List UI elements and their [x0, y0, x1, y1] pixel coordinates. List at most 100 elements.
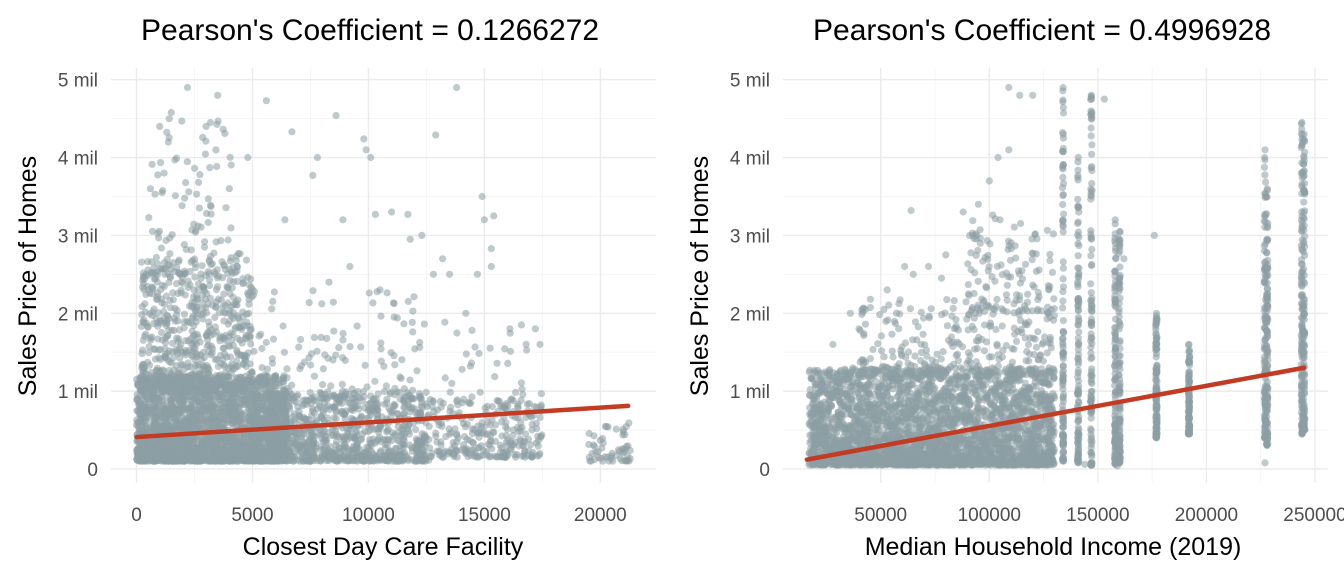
data-point — [191, 273, 199, 281]
data-point — [410, 293, 418, 301]
data-point — [385, 448, 393, 456]
data-point — [188, 392, 196, 401]
data-point — [171, 192, 179, 200]
data-point — [180, 310, 188, 318]
data-point — [357, 343, 365, 351]
data-point — [448, 379, 456, 387]
data-point — [285, 435, 293, 443]
data-point — [409, 328, 417, 336]
data-point — [194, 280, 203, 288]
data-point — [258, 444, 266, 452]
data-point — [377, 312, 385, 320]
data-point — [400, 433, 408, 441]
data-point — [169, 371, 177, 380]
data-point — [309, 405, 317, 413]
data-point — [416, 393, 424, 401]
x-tick-label: 5000 — [231, 505, 273, 526]
data-point — [319, 381, 327, 389]
data-point — [196, 171, 204, 179]
data-point — [478, 192, 486, 201]
data-point — [270, 288, 278, 296]
data-point — [225, 309, 233, 318]
data-point — [537, 432, 545, 440]
data-point — [239, 411, 247, 419]
data-point — [142, 370, 150, 378]
data-point — [435, 451, 443, 459]
data-point — [154, 309, 162, 317]
data-point — [205, 366, 213, 374]
data-point — [226, 153, 234, 161]
data-point — [212, 328, 220, 336]
data-point — [262, 97, 270, 105]
data-point — [223, 439, 231, 447]
data-point — [439, 255, 447, 263]
data-point — [163, 397, 171, 405]
data-point — [198, 438, 207, 446]
data-point — [144, 322, 152, 331]
data-point — [385, 404, 393, 413]
data-point — [321, 351, 329, 359]
data-point — [138, 258, 146, 266]
data-point — [367, 454, 376, 462]
data-point — [278, 407, 286, 415]
data-point — [208, 342, 216, 350]
data-point — [421, 452, 429, 460]
data-point — [173, 311, 181, 319]
data-point — [317, 389, 325, 397]
data-point — [502, 419, 510, 427]
data-point — [285, 405, 294, 413]
data-point — [299, 443, 307, 452]
data-point — [198, 262, 206, 270]
data-point — [603, 453, 611, 461]
data-point — [160, 283, 168, 291]
data-point — [164, 332, 172, 340]
data-point — [168, 231, 176, 239]
data-point — [248, 418, 257, 426]
data-point — [213, 355, 221, 363]
points-right — [805, 83, 1309, 470]
data-point — [590, 432, 598, 440]
data-point — [361, 427, 369, 435]
data-point — [522, 340, 530, 348]
data-point — [500, 453, 509, 461]
data-point — [590, 441, 598, 449]
data-point — [336, 445, 344, 453]
points-left — [132, 83, 634, 465]
data-point — [268, 305, 276, 313]
data-point — [252, 402, 260, 410]
data-point — [221, 382, 229, 390]
data-point — [416, 343, 424, 351]
data-point — [236, 387, 244, 395]
data-point — [453, 430, 461, 438]
data-point — [375, 455, 384, 463]
data-point — [219, 344, 227, 352]
data-point — [618, 457, 626, 465]
data-point — [230, 300, 238, 309]
data-point — [202, 332, 210, 340]
data-point — [475, 349, 483, 358]
data-point — [360, 449, 368, 457]
data-point — [532, 419, 541, 427]
data-point — [193, 387, 201, 395]
data-point — [404, 297, 412, 306]
data-point — [453, 83, 461, 92]
data-point — [429, 270, 437, 278]
data-point — [198, 299, 206, 307]
data-point — [174, 426, 182, 434]
data-point — [272, 402, 280, 410]
data-point — [518, 423, 526, 431]
data-point — [193, 457, 201, 465]
data-point — [425, 456, 433, 464]
data-point — [213, 162, 221, 171]
data-point — [194, 397, 202, 405]
data-point — [592, 448, 600, 456]
data-point — [390, 300, 398, 308]
data-point — [319, 365, 327, 373]
data-point — [339, 336, 347, 344]
data-point — [195, 361, 203, 369]
data-point — [268, 359, 277, 367]
data-point — [527, 453, 535, 461]
data-point — [198, 291, 207, 299]
